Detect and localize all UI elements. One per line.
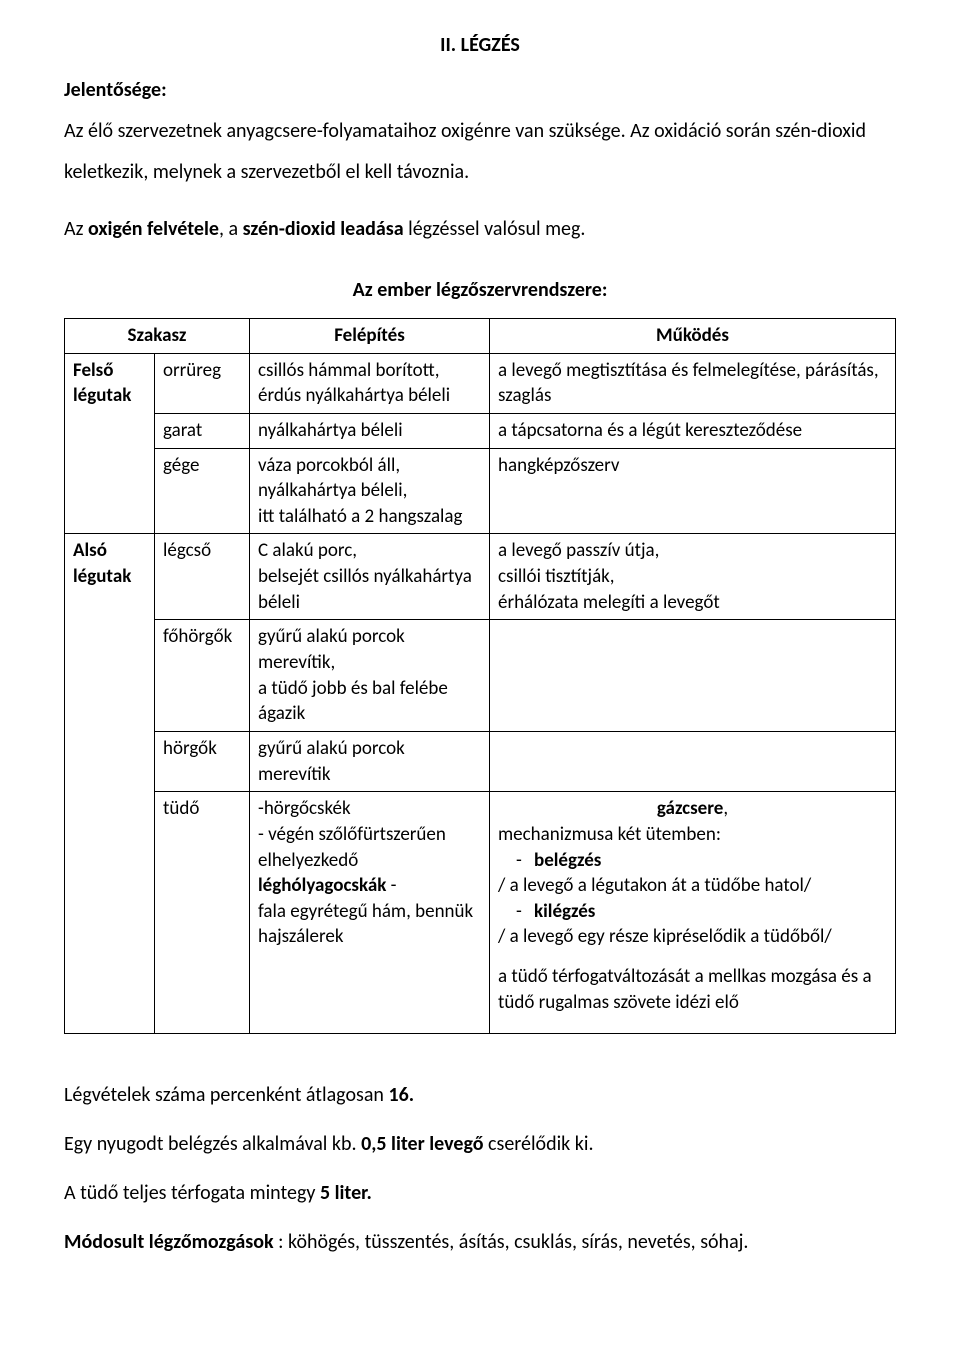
breathing-phase-list: belégzés [498, 848, 887, 874]
bold-text: Módosult légzőmozgások [64, 1230, 274, 1254]
group-label-felso: Felső légutak [65, 353, 155, 534]
text-fragment: - [386, 874, 396, 897]
text-fragment: , [723, 797, 728, 820]
text-fragment: -hörgőcskék - végén szőlőfürtszerűen elh… [258, 796, 481, 873]
respiratory-system-table: Szakasz Felépítés Működés Felső légutak … [64, 318, 896, 1034]
spacer [498, 950, 887, 964]
text-fragment: , a [219, 217, 243, 241]
table-row: Alsó légutak légcső C alakú porc, belsej… [65, 534, 896, 620]
text-fragment: / a levegő a légutakon át a tüdőbe hatol… [498, 873, 887, 899]
part-build: csillós hámmal borított, érdús nyálkahár… [250, 353, 490, 413]
part-function: gázcsere, mechanizmusa két ütemben: belé… [490, 792, 896, 1034]
text-line: léghólyagocskák - [258, 873, 481, 899]
text-fragment: cserélődik ki. [484, 1132, 594, 1156]
part-function [490, 620, 896, 732]
part-function [490, 731, 896, 791]
table-row: gége váza porcokból áll, nyálkahártya bé… [65, 448, 896, 534]
bold-text: 5 liter. [320, 1181, 372, 1205]
footer-line-4: Módosult légzőmozgások : köhögés, tüssze… [64, 1229, 896, 1256]
col-header-szakasz: Szakasz [65, 319, 250, 354]
part-name: garat [155, 413, 250, 448]
text-fragment: a tüdő térfogatváltozását a mellkas mozg… [498, 964, 887, 1015]
text-fragment: Légvételek száma percenként átlagosan [64, 1083, 388, 1107]
text-fragment: fala egyrétegű hám, bennük hajszálerek [258, 899, 481, 950]
bold-text: szén-dioxid leadása [243, 217, 404, 241]
part-function: a tápcsatorna és a légút kereszteződése [490, 413, 896, 448]
section-label-significance: Jelentősége: [64, 77, 896, 104]
table-row: Felső légutak orrüreg csillós hámmal bor… [65, 353, 896, 413]
part-function: hangképzőszerv [490, 448, 896, 534]
text-fragment: mechanizmusa két ütemben: [498, 822, 887, 848]
table-heading: Az ember légzőszervrendszere: [64, 277, 896, 304]
intro-line-1: Az élő szervezetnek anyagcsere-folyamata… [64, 118, 896, 145]
breathing-phase-list: kilégzés [498, 899, 887, 925]
table-row: főhörgők gyűrű alakú porcok merevítik, a… [65, 620, 896, 732]
col-header-mukodes: Működés [490, 319, 896, 354]
part-name: főhörgők [155, 620, 250, 732]
part-name: tüdő [155, 792, 250, 1034]
footer-line-1: Légvételek száma percenként átlagosan 16… [64, 1082, 896, 1109]
table-row: garat nyálkahártya béleli a tápcsatorna … [65, 413, 896, 448]
text-fragment: / a levegő egy része kipréselődik a tüdő… [498, 924, 887, 950]
table-row: hörgők gyűrű alakú porcok merevítik [65, 731, 896, 791]
bold-text: oxigén felvétele [88, 217, 219, 241]
table-row: tüdő -hörgőcskék - végén szőlőfürtszerűe… [65, 792, 896, 1034]
text-fragment: Egy nyugodt belégzés alkalmával kb. [64, 1132, 361, 1156]
text-fragment: légzéssel valósul meg. [404, 217, 586, 241]
part-function: a levegő passzív útja, csillói tisztítjá… [490, 534, 896, 620]
part-build: -hörgőcskék - végén szőlőfürtszerűen elh… [250, 792, 490, 1034]
bold-text: kilégzés [534, 900, 595, 923]
part-build: váza porcokból áll, nyálkahártya béleli,… [250, 448, 490, 534]
text-fragment: Az [64, 217, 88, 241]
table-header-row: Szakasz Felépítés Működés [65, 319, 896, 354]
bold-text: gázcsere [657, 797, 723, 820]
text-fragment: A tüdő teljes térfogata mintegy [64, 1181, 320, 1205]
part-build: nyálkahártya béleli [250, 413, 490, 448]
bold-text: 16. [388, 1083, 414, 1107]
footer-line-2: Egy nyugodt belégzés alkalmával kb. 0,5 … [64, 1131, 896, 1158]
document-title: II. LÉGZÉS [64, 32, 896, 59]
part-build: C alakú porc, belsejét csillós nyálkahár… [250, 534, 490, 620]
spacer [498, 1015, 887, 1029]
col-header-felepites: Felépítés [250, 319, 490, 354]
part-name: orrüreg [155, 353, 250, 413]
footer-line-3: A tüdő teljes térfogata mintegy 5 liter. [64, 1180, 896, 1207]
intro-line-3: Az oxigén felvétele, a szén-dioxid leadá… [64, 216, 896, 243]
part-build: gyűrű alakú porcok merevítik, a tüdő job… [250, 620, 490, 732]
document-page: II. LÉGZÉS Jelentősége: Az élő szervezet… [0, 0, 960, 1353]
list-item: kilégzés [534, 899, 887, 925]
group-label-also: Alsó légutak [65, 534, 155, 1034]
part-name: légcső [155, 534, 250, 620]
bold-text: léghólyagocskák [258, 874, 386, 897]
text-line: gázcsere, [498, 796, 887, 822]
part-name: gége [155, 448, 250, 534]
part-build: gyűrű alakú porcok merevítik [250, 731, 490, 791]
bold-text: 0,5 liter levegő [361, 1132, 483, 1156]
part-name: hörgők [155, 731, 250, 791]
list-item: belégzés [534, 848, 887, 874]
footer-block: Légvételek száma percenként átlagosan 16… [64, 1082, 896, 1256]
part-function: a levegő megtisztítása és felmelegítése,… [490, 353, 896, 413]
text-fragment: : köhögés, tüsszentés, ásítás, csuklás, … [274, 1230, 749, 1254]
intro-line-2: keletkezik, melynek a szervezetből el ke… [64, 159, 896, 186]
bold-text: belégzés [534, 849, 601, 872]
